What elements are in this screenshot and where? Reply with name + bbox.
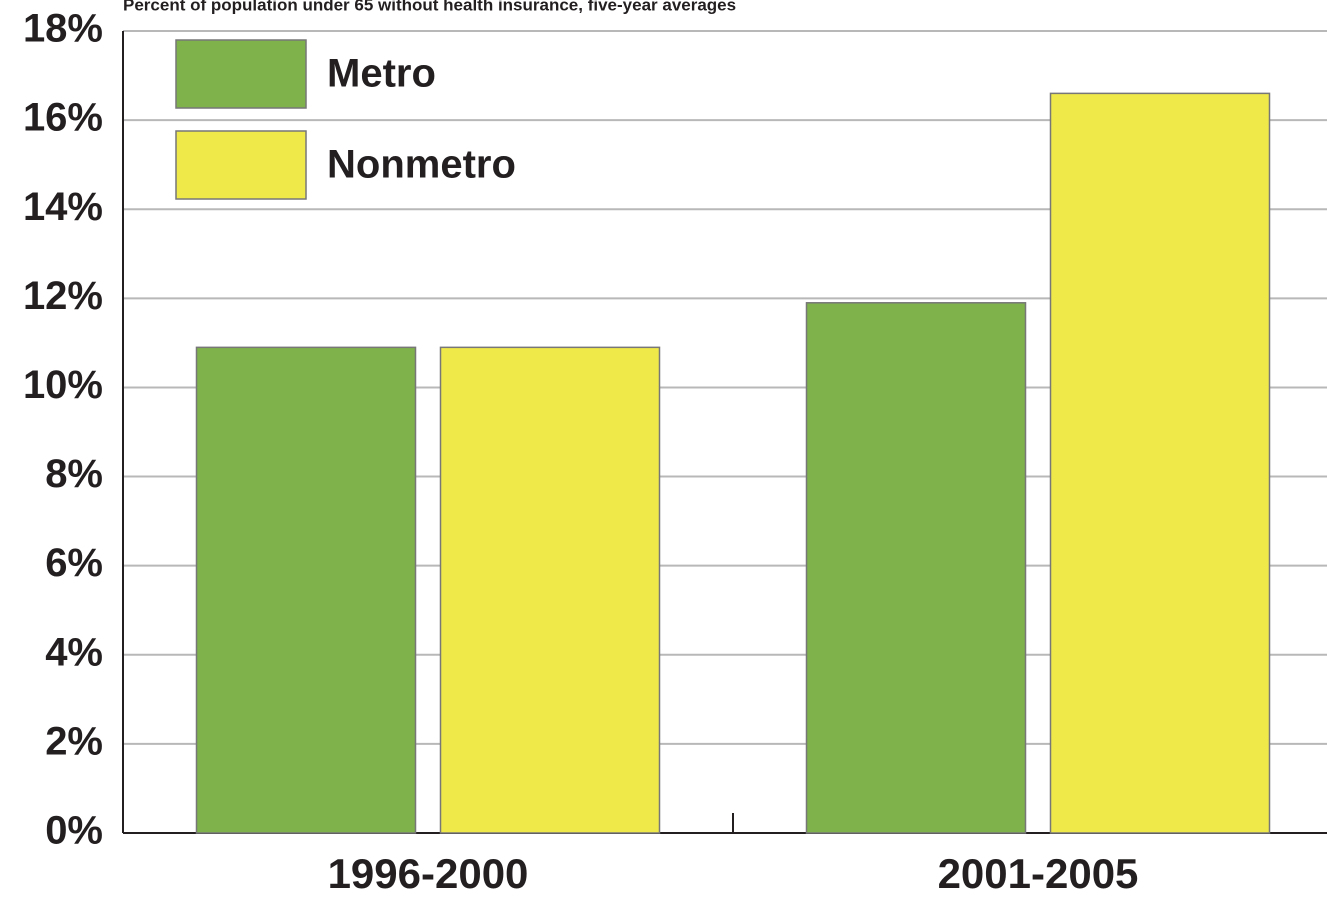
bar [439, 346, 661, 834]
legend-label: Metro [327, 52, 436, 96]
bar [195, 346, 417, 834]
y-tick-label: 16% [23, 96, 103, 140]
y-tick-label: 18% [23, 7, 103, 51]
bar [805, 302, 1027, 834]
legend-label: Nonmetro [327, 143, 516, 187]
x-tick-label: 2001-2005 [938, 850, 1139, 897]
y-tick-label: 0% [45, 809, 103, 853]
y-tick-label: 4% [45, 630, 103, 674]
y-tick-label: 6% [45, 541, 103, 585]
bar [1049, 92, 1271, 834]
legend-swatch [175, 39, 307, 109]
y-tick-label: 10% [23, 363, 103, 407]
y-tick-label: 12% [23, 274, 103, 318]
y-tick-label: 14% [23, 185, 103, 229]
x-tick-label: 1996-2000 [328, 850, 529, 897]
y-tick-label: 8% [45, 452, 103, 496]
legend-swatch [175, 130, 307, 200]
y-tick-label: 2% [45, 719, 103, 763]
chart-subtitle: Percent of population under 65 without h… [123, 0, 736, 14]
